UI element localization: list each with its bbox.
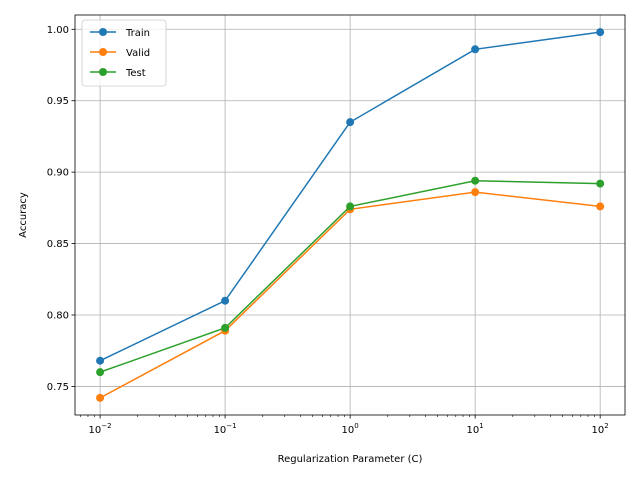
data-point-train (96, 356, 105, 365)
data-point-train (346, 118, 355, 127)
x-tick-label: 10−1 (214, 422, 237, 436)
y-tick-label: 0.95 (47, 96, 69, 107)
axis-ticks: 10−2 10−1 100 101 102 0.75 0.80 0.85 0.90 0.95 1.0… (47, 25, 609, 436)
legend-label-valid: Valid (126, 48, 150, 59)
legend-marker-test (99, 68, 107, 76)
data-point-valid (96, 393, 105, 402)
legend-marker-train (99, 28, 107, 36)
y-tick-label: 0.90 (47, 168, 69, 179)
series-layer (96, 28, 605, 402)
data-point-test (471, 176, 480, 185)
x-tick-label: 102 (592, 422, 609, 436)
y-tick-label: 0.80 (47, 311, 69, 322)
data-point-valid (471, 188, 480, 197)
data-point-test (596, 179, 605, 188)
x-axis-label: Regularization Parameter (C) (278, 454, 423, 465)
legend-label-train: Train (125, 28, 150, 39)
x-tick-label: 100 (342, 422, 359, 436)
data-point-test (346, 202, 355, 211)
data-point-train (221, 296, 230, 305)
y-tick-label: 1.00 (47, 25, 69, 36)
y-tick-label: 0.75 (47, 382, 69, 393)
data-point-train (596, 28, 605, 37)
x-tick-label: 101 (467, 422, 484, 436)
legend: Train Valid Test (81, 19, 167, 87)
data-point-test (221, 323, 230, 332)
data-point-test (96, 368, 105, 377)
y-axis-label: Accuracy (18, 192, 29, 238)
y-tick-label: 0.85 (47, 239, 69, 250)
legend-label-test: Test (125, 68, 146, 79)
grid-lines (75, 15, 625, 415)
legend-marker-valid (99, 48, 107, 56)
data-point-valid (596, 202, 605, 211)
x-tick-label: 10−2 (89, 422, 112, 436)
data-point-train (471, 45, 480, 54)
legend-box (81, 19, 167, 87)
